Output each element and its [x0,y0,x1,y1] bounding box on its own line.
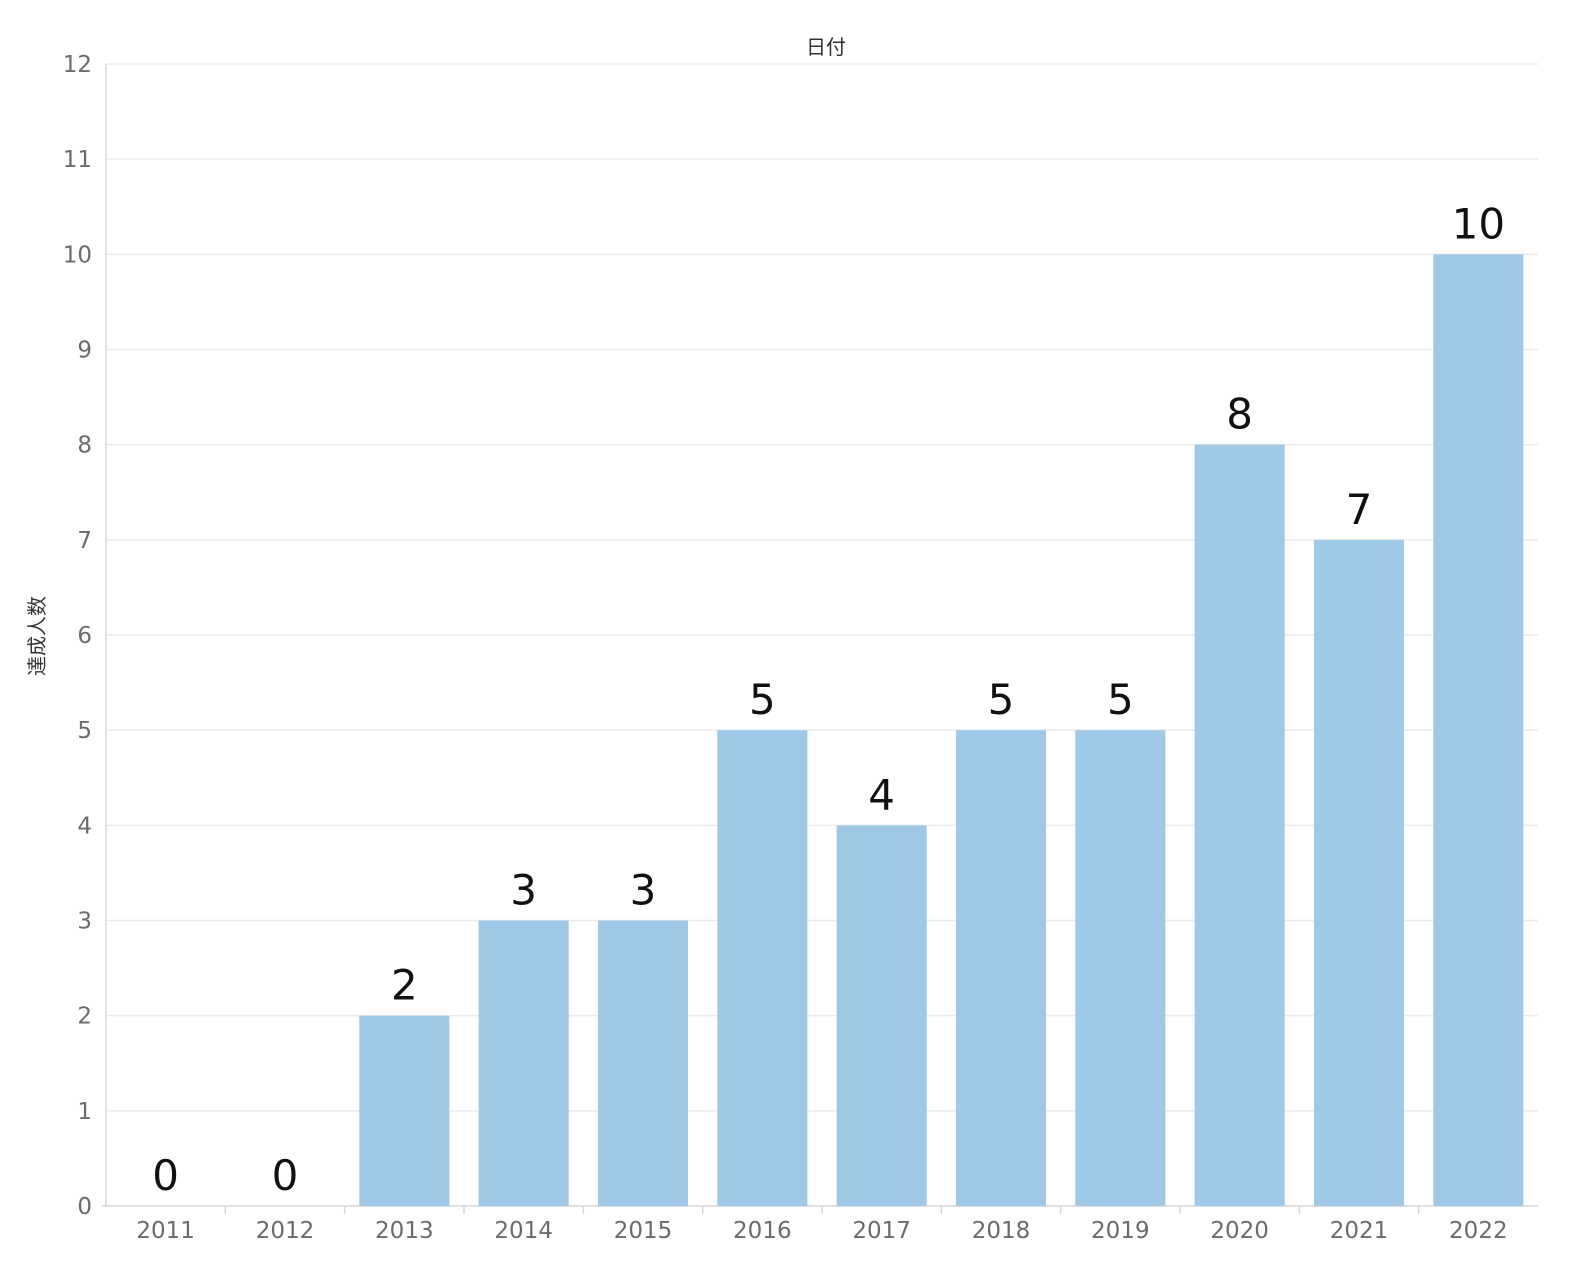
bar-2022 [1433,254,1524,1207]
data-label-2021: 7 [1346,485,1373,534]
data-label-2022: 10 [1452,199,1505,248]
data-label-2018: 5 [988,675,1015,724]
x-tick-label-2012: 2012 [256,1218,315,1244]
x-tick-label-2017: 2017 [852,1218,911,1244]
data-label-2017: 4 [868,770,895,819]
y-tick-label: 3 [77,909,92,935]
y-tick-label: 7 [77,528,92,554]
x-axis-ticks: 2011 2012 2013 2014 2015 2016 2017 2018 2019 2020… [136,1218,1507,1244]
x-tick-label-2018: 2018 [972,1218,1031,1244]
data-label-2011: 0 [152,1151,179,1200]
x-tick-label-2020: 2020 [1210,1218,1269,1244]
chart-title: 日付 [806,35,846,59]
bar-2014 [478,920,569,1206]
y-tick-label: 5 [77,718,92,744]
y-tick-label: 6 [77,623,92,649]
y-tick-label: 10 [63,242,92,268]
y-tick-label: 2 [77,1004,92,1030]
bars [359,254,1524,1207]
data-label-2019: 5 [1107,675,1134,724]
data-label-2015: 3 [630,866,657,915]
y-tick-label: 11 [63,147,92,173]
bar-2016 [717,730,808,1206]
bar-2015 [597,920,689,1206]
bar-2017 [836,825,927,1206]
bar-2018 [955,730,1047,1206]
bar-2020 [1194,444,1285,1207]
y-tick-label: 12 [63,52,92,78]
bar-2021 [1313,539,1405,1206]
y-axis-title: 達成人数 [25,596,49,676]
data-label-2020: 8 [1226,390,1253,439]
y-tick-label: 1 [77,1099,92,1125]
x-tick-label-2015: 2015 [614,1218,673,1244]
data-label-2016: 5 [749,675,776,724]
y-tick-label: 9 [77,338,92,364]
bar-2019 [1075,730,1166,1206]
x-tick-label-2021: 2021 [1330,1218,1389,1244]
data-label-2012: 0 [272,1151,299,1200]
x-tick-label-2011: 2011 [136,1218,195,1244]
y-tick-label: 8 [77,433,92,459]
x-tick-label-2016: 2016 [733,1218,792,1244]
x-tick-label-2019: 2019 [1091,1218,1150,1244]
bar-2013 [359,1015,450,1206]
data-label-2013: 2 [391,961,418,1010]
x-tick-label-2022: 2022 [1449,1218,1508,1244]
x-tick-label-2014: 2014 [494,1218,553,1244]
y-tick-label: 0 [77,1194,92,1220]
y-tick-label: 4 [77,813,92,839]
x-tick-label-2013: 2013 [375,1218,434,1244]
data-labels: 0 0 2 3 3 5 4 5 5 8 7 10 [152,199,1505,1200]
data-label-2014: 3 [510,866,537,915]
gridlines [102,63,1538,1214]
